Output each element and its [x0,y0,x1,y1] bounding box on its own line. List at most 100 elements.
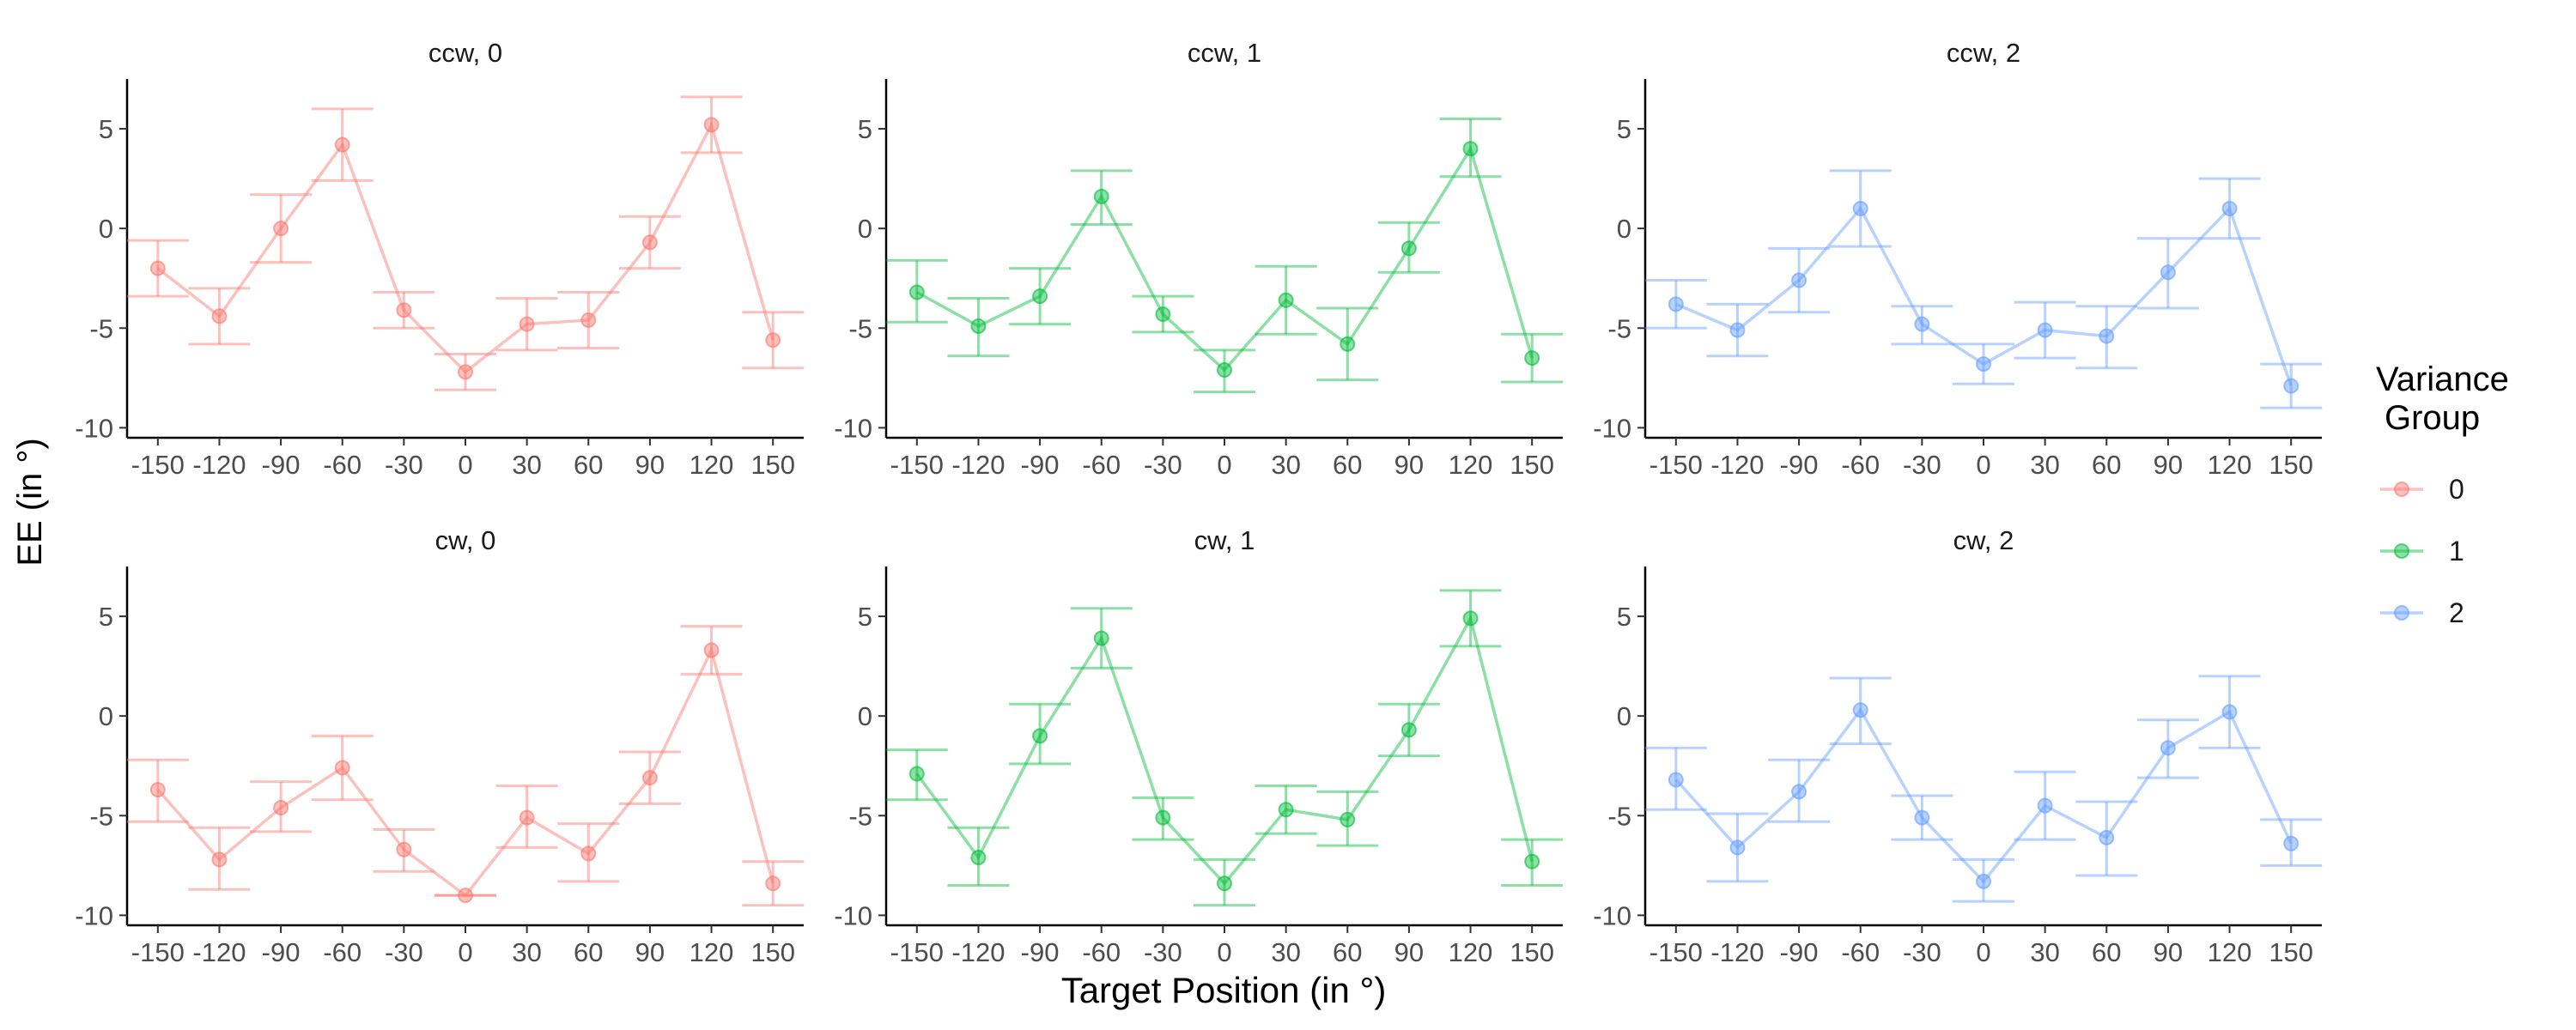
error-bar [1891,794,1953,841]
legend-key-point [2394,482,2409,497]
y-axis-label: EE (in °) [11,438,49,566]
panel: ccw, 1 5 0 -5 -10 -150 -120 -90 -60 -30 0 30 60 90 120… [834,38,1564,480]
error-bar [1009,702,1072,766]
error-bar [1439,589,1502,648]
error-bar [1194,348,1255,394]
data-point [211,851,228,868]
data-point [703,642,720,658]
data-point [1093,630,1109,646]
y-tick-label: 0 [858,214,872,244]
x-tick-label: -120 [1710,937,1764,967]
panel-title: ccw, 0 [428,38,502,68]
panel-title: ccw, 1 [1188,38,1261,68]
legend-label: 0 [2449,474,2464,505]
legend-item: 2 [2380,597,2464,628]
error-bar [1829,169,1892,248]
y-tick-label: 5 [99,602,113,632]
data-point [580,312,597,328]
y-tick-label: -5 [89,313,113,343]
legend-title-line2: Group [2385,399,2480,437]
x-axis-label: Target Position (in °) [1061,970,1387,1010]
x-tick-label: 120 [690,937,734,967]
error-bar [2260,362,2323,409]
error-bar [1953,857,2014,903]
y-tick-label: -10 [834,413,872,443]
data-point [2160,740,2176,756]
x-tick-label: -150 [890,450,944,480]
data-point [703,117,720,133]
error-bar [1255,784,1317,835]
legend-item: 0 [2380,474,2464,505]
data-point [1278,802,1294,818]
panel: ccw, 2 5 0 -5 -10 -150 -120 -90 -60 -30 0 30 60 90 120… [1593,38,2323,480]
x-tick-label: -150 [890,937,944,967]
error-bar [126,239,189,298]
y-tick-label: 0 [1617,214,1631,244]
data-point [1852,200,1868,216]
x-tick-label: 30 [1271,937,1300,967]
x-tick-label: 0 [1976,937,1990,967]
data-point [1340,811,1356,827]
x-tick-label: 0 [458,937,472,967]
x-tick-label: -30 [1903,450,1941,480]
x-tick-label: 120 [2208,450,2252,480]
x-tick-label: -150 [131,937,185,967]
data-point [1217,876,1232,892]
x-tick-label: 150 [2269,450,2313,480]
error-bar [250,780,313,833]
legend-label: 1 [2449,536,2464,566]
x-tick-label: 0 [458,450,472,480]
data-point [1524,853,1540,869]
panel: cw, 2 5 0 -5 -10 -150 -120 -90 -60 -30 0 30 60 90 120 1… [1593,525,2323,967]
data-point [334,136,350,153]
error-bar [1439,117,1502,179]
x-tick-label: 90 [2154,450,2183,480]
y-tick-label: -10 [1593,413,1631,443]
y-tick-label: 0 [99,214,113,244]
x-tick-label: 90 [1394,450,1424,480]
y-tick-label: 0 [99,701,113,731]
error-bar [188,826,251,891]
x-tick-label: -90 [262,937,301,967]
data-point [211,308,228,324]
data-point [1729,322,1746,338]
error-bar [1706,302,1769,358]
x-tick-label: -30 [1903,937,1941,967]
error-bar [1316,306,1379,382]
error-bar [311,107,374,182]
x-tick-label: -120 [192,937,246,967]
data-point [1524,350,1540,367]
x-tick-label: -60 [1841,450,1880,480]
data-point [2221,704,2238,720]
panel: ccw, 0 5 0 -5 -10 -150 -120 -90 -60 -30 0 30 60 90 120… [75,38,805,480]
x-tick-label: 120 [690,450,734,480]
error-bar [2075,305,2138,370]
x-tick-label: -120 [192,450,246,480]
data-point [641,234,658,251]
error-bar [495,296,558,352]
x-tick-label: 60 [1333,450,1362,480]
error-bar [885,258,948,324]
y-tick-label: 5 [858,114,872,144]
error-bar [1501,838,1564,888]
y-tick-label: -10 [75,413,113,443]
series-line [1674,707,2293,884]
error-bar [1501,332,1564,384]
x-tick-label: -90 [1021,450,1060,480]
error-bar [1132,294,1194,334]
y-tick-label: 0 [1617,701,1631,731]
legend-title-line1: Variance [2376,360,2509,398]
error-bar [2075,800,2138,877]
data-point [458,364,473,380]
error-bar [1316,790,1379,847]
data-point [2099,829,2115,845]
data-point [970,318,987,334]
error-bar [1377,702,1440,758]
data-point [1729,839,1746,856]
x-tick-label: 150 [750,937,795,967]
data-point [149,782,166,798]
error-bar [2136,718,2199,779]
error-bar [373,290,435,330]
series-line [1675,205,2293,387]
data-point [1462,141,1479,157]
